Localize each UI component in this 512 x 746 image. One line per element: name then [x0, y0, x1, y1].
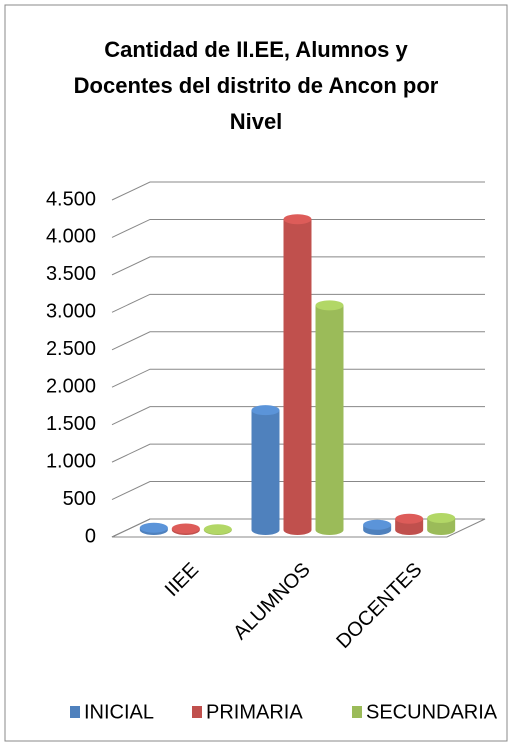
- legend-label: SECUNDARIA: [366, 701, 498, 723]
- y-tick-label: 1.000: [46, 450, 96, 472]
- bar: [171, 523, 200, 535]
- bar-top: [251, 405, 280, 416]
- y-tick-label: 4.000: [46, 226, 96, 248]
- y-tick-label: 500: [63, 488, 96, 510]
- bar: [283, 214, 312, 535]
- bar: [395, 513, 424, 535]
- bar-top: [395, 513, 424, 524]
- grid-line: [111, 218, 485, 238]
- x-tick-label: IIEE: [161, 559, 203, 601]
- bar: [203, 524, 232, 535]
- y-tick-label: 2.500: [46, 338, 96, 360]
- bar-top: [203, 524, 232, 535]
- grid-line: [111, 518, 485, 538]
- y-tick-label: 1.500: [46, 413, 96, 435]
- bar: [315, 300, 344, 535]
- legend-swatch: [192, 706, 202, 718]
- bar: [139, 522, 168, 535]
- y-tick-label: 2.000: [46, 376, 96, 398]
- legend-label: PRIMARIA: [206, 701, 303, 723]
- grid-line: [111, 331, 485, 351]
- bar-top: [171, 523, 200, 534]
- legend-swatch: [70, 706, 80, 718]
- grid-line: [111, 181, 485, 201]
- bar-body: [251, 410, 280, 535]
- bar-top: [315, 300, 344, 311]
- y-tick-label: 4.500: [46, 188, 96, 210]
- bar: [363, 519, 392, 535]
- y-tick-label: 0: [85, 525, 96, 547]
- grid-line: [111, 443, 485, 463]
- bar-top: [283, 214, 312, 225]
- bar: [427, 513, 456, 535]
- chart-title: Cantidad de II.EE, Alumnos y Docentes de…: [73, 37, 439, 134]
- bar-top: [427, 513, 456, 524]
- legend-swatch: [352, 706, 362, 718]
- bar-top: [139, 522, 168, 533]
- grid-line: [111, 293, 485, 313]
- bar: [251, 405, 280, 535]
- y-tick-label: 3.000: [46, 301, 96, 323]
- grid-line: [111, 406, 485, 426]
- legend-label: INICIAL: [84, 701, 154, 723]
- grid-line: [111, 256, 485, 276]
- grid-line: [111, 368, 485, 388]
- bar-top: [363, 519, 392, 530]
- bar-body: [283, 219, 312, 535]
- x-tick-label: DOCENTES: [332, 559, 426, 653]
- y-tick-label: 3.500: [46, 263, 96, 285]
- bar-body: [315, 305, 344, 535]
- x-tick-label: ALUMNOS: [229, 559, 314, 644]
- chart-border: [4, 4, 508, 742]
- grid-line: [111, 481, 485, 501]
